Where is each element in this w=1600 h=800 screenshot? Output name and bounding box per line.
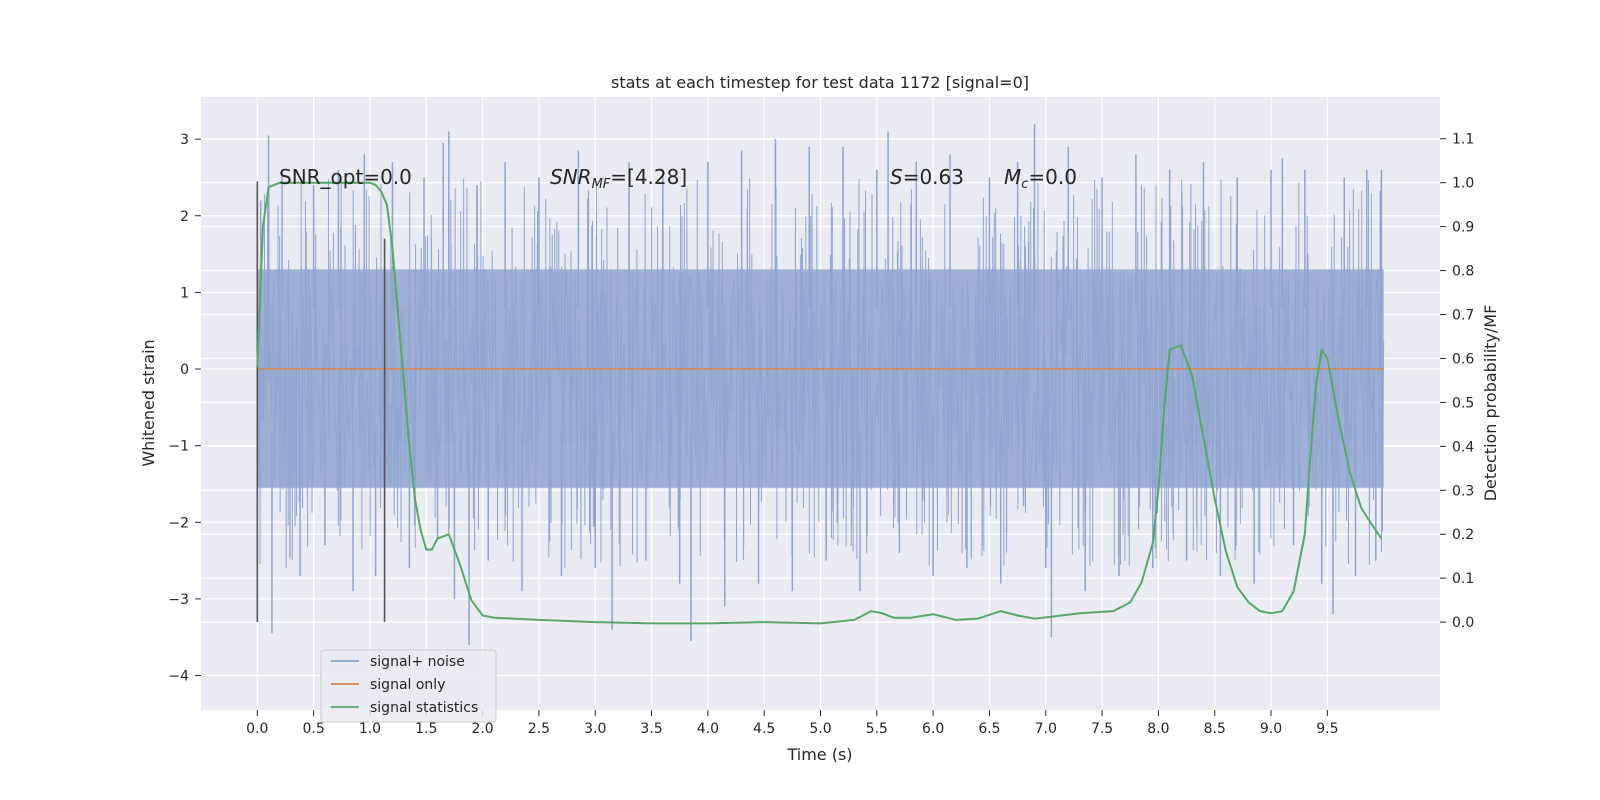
y-axis-title: Whitened strain [139, 339, 158, 466]
x-tick-label: 1.0 [359, 721, 381, 737]
y-tick-label: −4 [168, 669, 189, 685]
x-tick-label: 9.5 [1316, 721, 1338, 737]
annotation-snr-mf: SNRMF=[4.28] [550, 165, 687, 192]
x-tick-label: 3.0 [584, 721, 606, 737]
x-tick-label: 4.5 [753, 721, 775, 737]
axis-ticks: 0.0 0.5 1.0 1.5 2.0 2.5 3.0 3.5 4.0 4.5 5.0 5.5 6.0 6… [168, 132, 1474, 737]
x-tick-label: 2.5 [528, 721, 550, 737]
legend: signal+ noise signal only signal statist… [320, 649, 497, 723]
y2-tick-label: 0.4 [1452, 439, 1474, 455]
annotation-snr-opt: SNR_opt=0.0 [279, 165, 412, 189]
x-tick-label: 8.0 [1147, 721, 1169, 737]
y-tick-label: 3 [180, 132, 189, 148]
mc-value: =0.0 [1028, 165, 1077, 189]
x-tick-label: 4.0 [697, 721, 719, 737]
annotation-s: S=0.63 [890, 165, 964, 189]
y-tick-label: 0 [180, 362, 189, 378]
y2-tick-label: 1.1 [1452, 132, 1474, 148]
legend-label-signal-noise: signal+ noise [370, 654, 465, 670]
snr-mf-value: =[4.28] [610, 165, 687, 189]
signal-noise-series [256, 123, 1385, 645]
y2-tick-label: 0.9 [1452, 220, 1474, 236]
y2-axis-title: Detection probability/MF [1481, 305, 1500, 502]
annotations: SNR_opt=0.0 SNRMF=[4.28] S=0.63 Mc=0.0 [279, 165, 1077, 192]
vertical-markers [256, 181, 386, 622]
x-tick-label: 5.5 [866, 721, 888, 737]
mc-symbol: M [1004, 165, 1021, 189]
x-tick-label: 7.5 [1091, 721, 1113, 737]
y-tick-label: −1 [168, 439, 189, 455]
legend-box [320, 649, 497, 723]
chart-title: stats at each timestep for test data 117… [611, 73, 1029, 92]
x-tick-label: 0.5 [303, 721, 325, 737]
x-tick-label: 0.0 [246, 721, 268, 737]
y2-tick-label: 0.3 [1452, 483, 1474, 499]
s-symbol: S [890, 165, 903, 189]
x-tick-label: 6.5 [978, 721, 1000, 737]
mc-subscript: c [1021, 177, 1028, 192]
y2-tick-label: 0.6 [1452, 351, 1474, 367]
s-value: =0.63 [903, 165, 964, 189]
x-tick-label: 9.0 [1260, 721, 1282, 737]
x-tick-label: 7.0 [1035, 721, 1057, 737]
signal-statistics-line [256, 181, 1383, 625]
y2-tick-label: 0.1 [1452, 571, 1474, 587]
y2-tick-label: 0.0 [1452, 615, 1474, 631]
y-tick-label: −2 [168, 515, 189, 531]
x-tick-label: 8.5 [1204, 721, 1226, 737]
x-tick-label: 5.0 [809, 721, 831, 737]
y2-tick-label: 1.0 [1452, 176, 1474, 192]
y-tick-label: −3 [168, 592, 189, 608]
y-tick-label: 2 [180, 209, 189, 225]
annotation-mc: Mc=0.0 [1004, 165, 1077, 192]
legend-label-signal-statistics: signal statistics [370, 700, 478, 716]
y-tick-label: 1 [180, 285, 189, 301]
y2-tick-label: 0.7 [1452, 308, 1474, 324]
x-tick-label: 6.0 [922, 721, 944, 737]
signal-statistics-series [256, 181, 1383, 625]
x-tick-label: 3.5 [640, 721, 662, 737]
y2-tick-label: 0.5 [1452, 395, 1474, 411]
x-tick-label: 1.5 [415, 721, 437, 737]
y2-tick-label: 0.8 [1452, 264, 1474, 280]
snr-mf-symbol: SNR [550, 165, 592, 189]
snr-mf-subscript: MF [592, 177, 611, 192]
y2-tick-label: 0.2 [1452, 527, 1474, 543]
x-tick-label: 2.0 [471, 721, 493, 737]
x-axis-title: Time (s) [786, 745, 852, 764]
signal-noise-band [257, 269, 1384, 488]
legend-label-signal-only: signal only [370, 677, 445, 693]
